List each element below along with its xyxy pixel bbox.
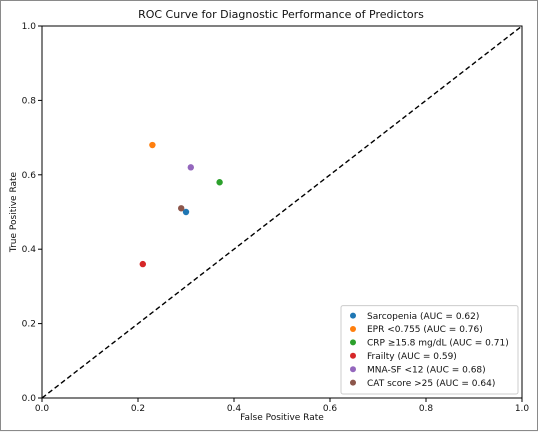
legend-entry-label: CRP ≥15.8 mg/dL (AUC = 0.71) — [367, 339, 509, 349]
data-point — [182, 208, 190, 216]
y-tick-label: 0.8 — [22, 96, 37, 106]
data-point — [216, 179, 223, 186]
y-tick-label: 0.6 — [22, 171, 37, 181]
legend: Sarcopenia (AUC = 0.62) EPR <0.755 (AUC =… — [340, 305, 519, 395]
x-tick-label: 0.0 — [35, 404, 50, 414]
x-tick-label: 0.2 — [131, 404, 145, 414]
chance-diagonal-line — [41, 25, 523, 399]
legend-entry-label: EPR <0.755 (AUC = 0.76) — [367, 325, 483, 335]
x-tick-label: 0.8 — [419, 404, 434, 414]
x-tick-label: 0.4 — [227, 404, 242, 414]
legend-marker — [350, 312, 356, 319]
legend-entry-label: Frailty (AUC = 0.59) — [367, 352, 457, 362]
data-point — [178, 205, 185, 212]
x-axis-label: False Positive Rate — [240, 413, 324, 423]
x-tick-label: 1.0 — [515, 404, 530, 414]
data-point — [187, 164, 194, 171]
legend-marker — [350, 326, 356, 332]
y-tick-label: 0.2 — [22, 320, 36, 330]
chart-title: ROC Curve for Diagnostic Performance of … — [138, 8, 424, 21]
y-tick-label: 0.0 — [22, 394, 37, 404]
legend-entry-label: MNA-SF <12 (AUC = 0.68) — [367, 365, 486, 375]
legend-marker — [350, 352, 356, 359]
legend-entry-label: CAT score >25 (AUC = 0.64) — [367, 379, 495, 389]
legend-marker — [350, 339, 356, 346]
x-tick-label: 0.6 — [323, 404, 338, 414]
y-tick-label: 0.4 — [22, 245, 37, 255]
data-point — [149, 141, 156, 149]
legend-marker — [350, 379, 356, 386]
legend-box — [340, 305, 519, 395]
legend-marker — [350, 366, 356, 373]
y-tick-label: 1.0 — [22, 22, 37, 32]
y-axis-label: True Positive Rate — [9, 171, 19, 253]
data-point — [139, 260, 146, 268]
legend-entry-label: Sarcopenia (AUC = 0.62) — [367, 312, 479, 322]
